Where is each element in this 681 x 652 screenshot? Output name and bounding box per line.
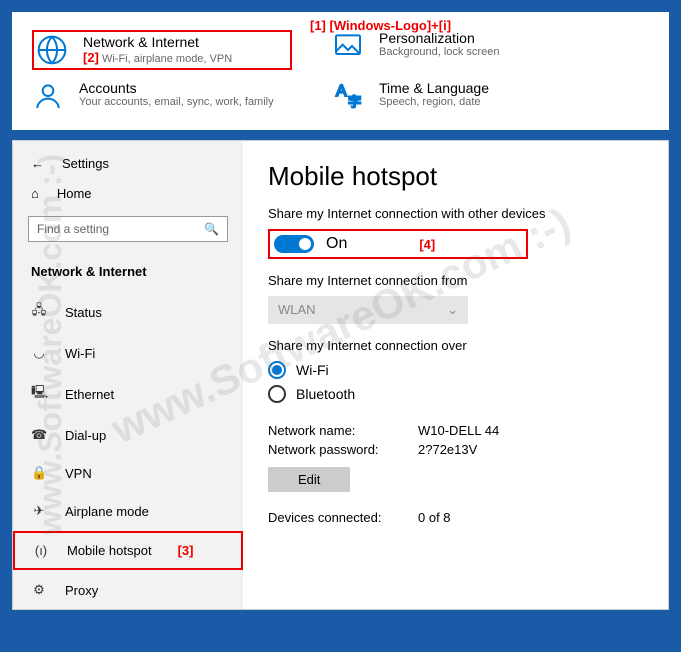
devices-label: Devices connected: <box>268 510 418 525</box>
sidebar-item-status[interactable]: 🖧 Status <box>13 291 243 333</box>
share-from-dropdown[interactable]: WLAN ⌄ <box>268 296 468 324</box>
dropdown-value: WLAN <box>278 302 316 318</box>
chevron-down-icon: ⌄ <box>447 302 458 318</box>
annotation-1: [1] [Windows-Logo]+[i] <box>310 18 451 33</box>
back-button[interactable]: ← Settings <box>13 151 243 176</box>
dialup-icon: ☎ <box>31 427 47 443</box>
svg-text:字: 字 <box>348 95 361 110</box>
status-icon: 🖧 <box>31 301 47 323</box>
nav-label: VPN <box>65 466 92 481</box>
back-arrow-icon: ← <box>31 156 44 171</box>
radio-label: Wi-Fi <box>296 362 329 378</box>
nav-label: Ethernet <box>65 387 114 402</box>
section-header: Network & Internet <box>13 254 243 289</box>
sidebar-item-ethernet[interactable]: 🖳 Ethernet <box>13 373 243 415</box>
nav-label: Wi-Fi <box>65 346 95 361</box>
sidebar-item-vpn[interactable]: 🔒 VPN <box>13 455 243 491</box>
nav-label: Proxy <box>65 583 98 598</box>
category-time[interactable]: A字 Time & Language Speech, region, date <box>332 80 592 112</box>
accounts-icon <box>32 80 64 112</box>
category-title: Accounts <box>79 80 274 96</box>
sidebar-item-hotspot[interactable]: (ı) Mobile hotspot [3] <box>13 531 243 570</box>
category-accounts[interactable]: Accounts Your accounts, email, sync, wor… <box>32 80 292 112</box>
ethernet-icon: 🖳 <box>31 383 47 405</box>
settings-window: ← Settings ⌂ Home Find a setting 🔍 Netwo… <box>12 140 669 610</box>
search-icon: 🔍 <box>204 222 219 236</box>
sidebar-item-wifi[interactable]: ◡ Wi-Fi <box>13 335 243 371</box>
search-input[interactable]: Find a setting 🔍 <box>28 216 228 242</box>
category-personalization[interactable]: Personalization Background, lock screen <box>332 30 592 70</box>
devices-value: 0 of 8 <box>418 510 451 525</box>
airplane-icon: ✈ <box>31 503 47 519</box>
category-subtitle: Background, lock screen <box>379 46 499 58</box>
category-subtitle: Your accounts, email, sync, work, family <box>79 96 274 108</box>
radio-icon <box>268 361 286 379</box>
category-subtitle: [2] Wi-Fi, airplane mode, VPN <box>83 50 232 65</box>
wifi-icon: ◡ <box>31 345 47 361</box>
home-label: Home <box>57 186 92 201</box>
radio-wifi[interactable]: Wi-Fi <box>268 361 643 379</box>
personalization-icon <box>332 30 364 62</box>
share-label: Share my Internet connection with other … <box>268 206 643 221</box>
net-name-value: W10-DELL 44 <box>418 423 499 438</box>
globe-icon <box>36 34 68 66</box>
vpn-icon: 🔒 <box>31 465 47 481</box>
annotation-4: [4] <box>419 237 435 252</box>
sidebar-item-proxy[interactable]: ⚙ Proxy <box>13 572 243 608</box>
time-language-icon: A字 <box>332 80 364 112</box>
nav-label: Status <box>65 305 102 320</box>
nav-label: Dial-up <box>65 428 106 443</box>
content-panel: Mobile hotspot Share my Internet connect… <box>243 141 668 609</box>
radio-bluetooth[interactable]: Bluetooth <box>268 385 643 403</box>
toggle-state: On <box>326 235 347 253</box>
share-from-label: Share my Internet connection from <box>268 273 643 288</box>
radio-label: Bluetooth <box>296 386 355 402</box>
edit-button[interactable]: Edit <box>268 467 350 492</box>
nav-label: Mobile hotspot <box>67 543 152 558</box>
svg-text:A: A <box>336 83 347 100</box>
settings-label: Settings <box>62 156 109 171</box>
proxy-icon: ⚙ <box>31 582 47 598</box>
hotspot-icon: (ı) <box>33 543 49 558</box>
hotspot-toggle-row: On [4] <box>268 229 528 259</box>
sidebar-home[interactable]: ⌂ Home <box>13 178 243 209</box>
category-network[interactable]: Network & Internet [2] Wi-Fi, airplane m… <box>32 30 292 70</box>
radio-icon <box>268 385 286 403</box>
category-subtitle: Speech, region, date <box>379 96 489 108</box>
category-title: Network & Internet <box>83 34 232 50</box>
share-over-label: Share my Internet connection over <box>268 338 643 353</box>
net-pass-label: Network password: <box>268 442 418 457</box>
sidebar-item-dialup[interactable]: ☎ Dial-up <box>13 417 243 453</box>
sidebar-item-airplane[interactable]: ✈ Airplane mode <box>13 493 243 529</box>
page-title: Mobile hotspot <box>268 161 643 192</box>
sidebar: ← Settings ⌂ Home Find a setting 🔍 Netwo… <box>13 141 243 609</box>
net-pass-value: 2?72e13V <box>418 442 477 457</box>
search-placeholder: Find a setting <box>37 222 109 236</box>
nav-label: Airplane mode <box>65 504 149 519</box>
home-icon: ⌂ <box>31 186 39 201</box>
hotspot-toggle[interactable] <box>274 235 314 253</box>
category-title: Time & Language <box>379 80 489 96</box>
net-name-label: Network name: <box>268 423 418 438</box>
annotation-3: [3] <box>178 543 194 558</box>
